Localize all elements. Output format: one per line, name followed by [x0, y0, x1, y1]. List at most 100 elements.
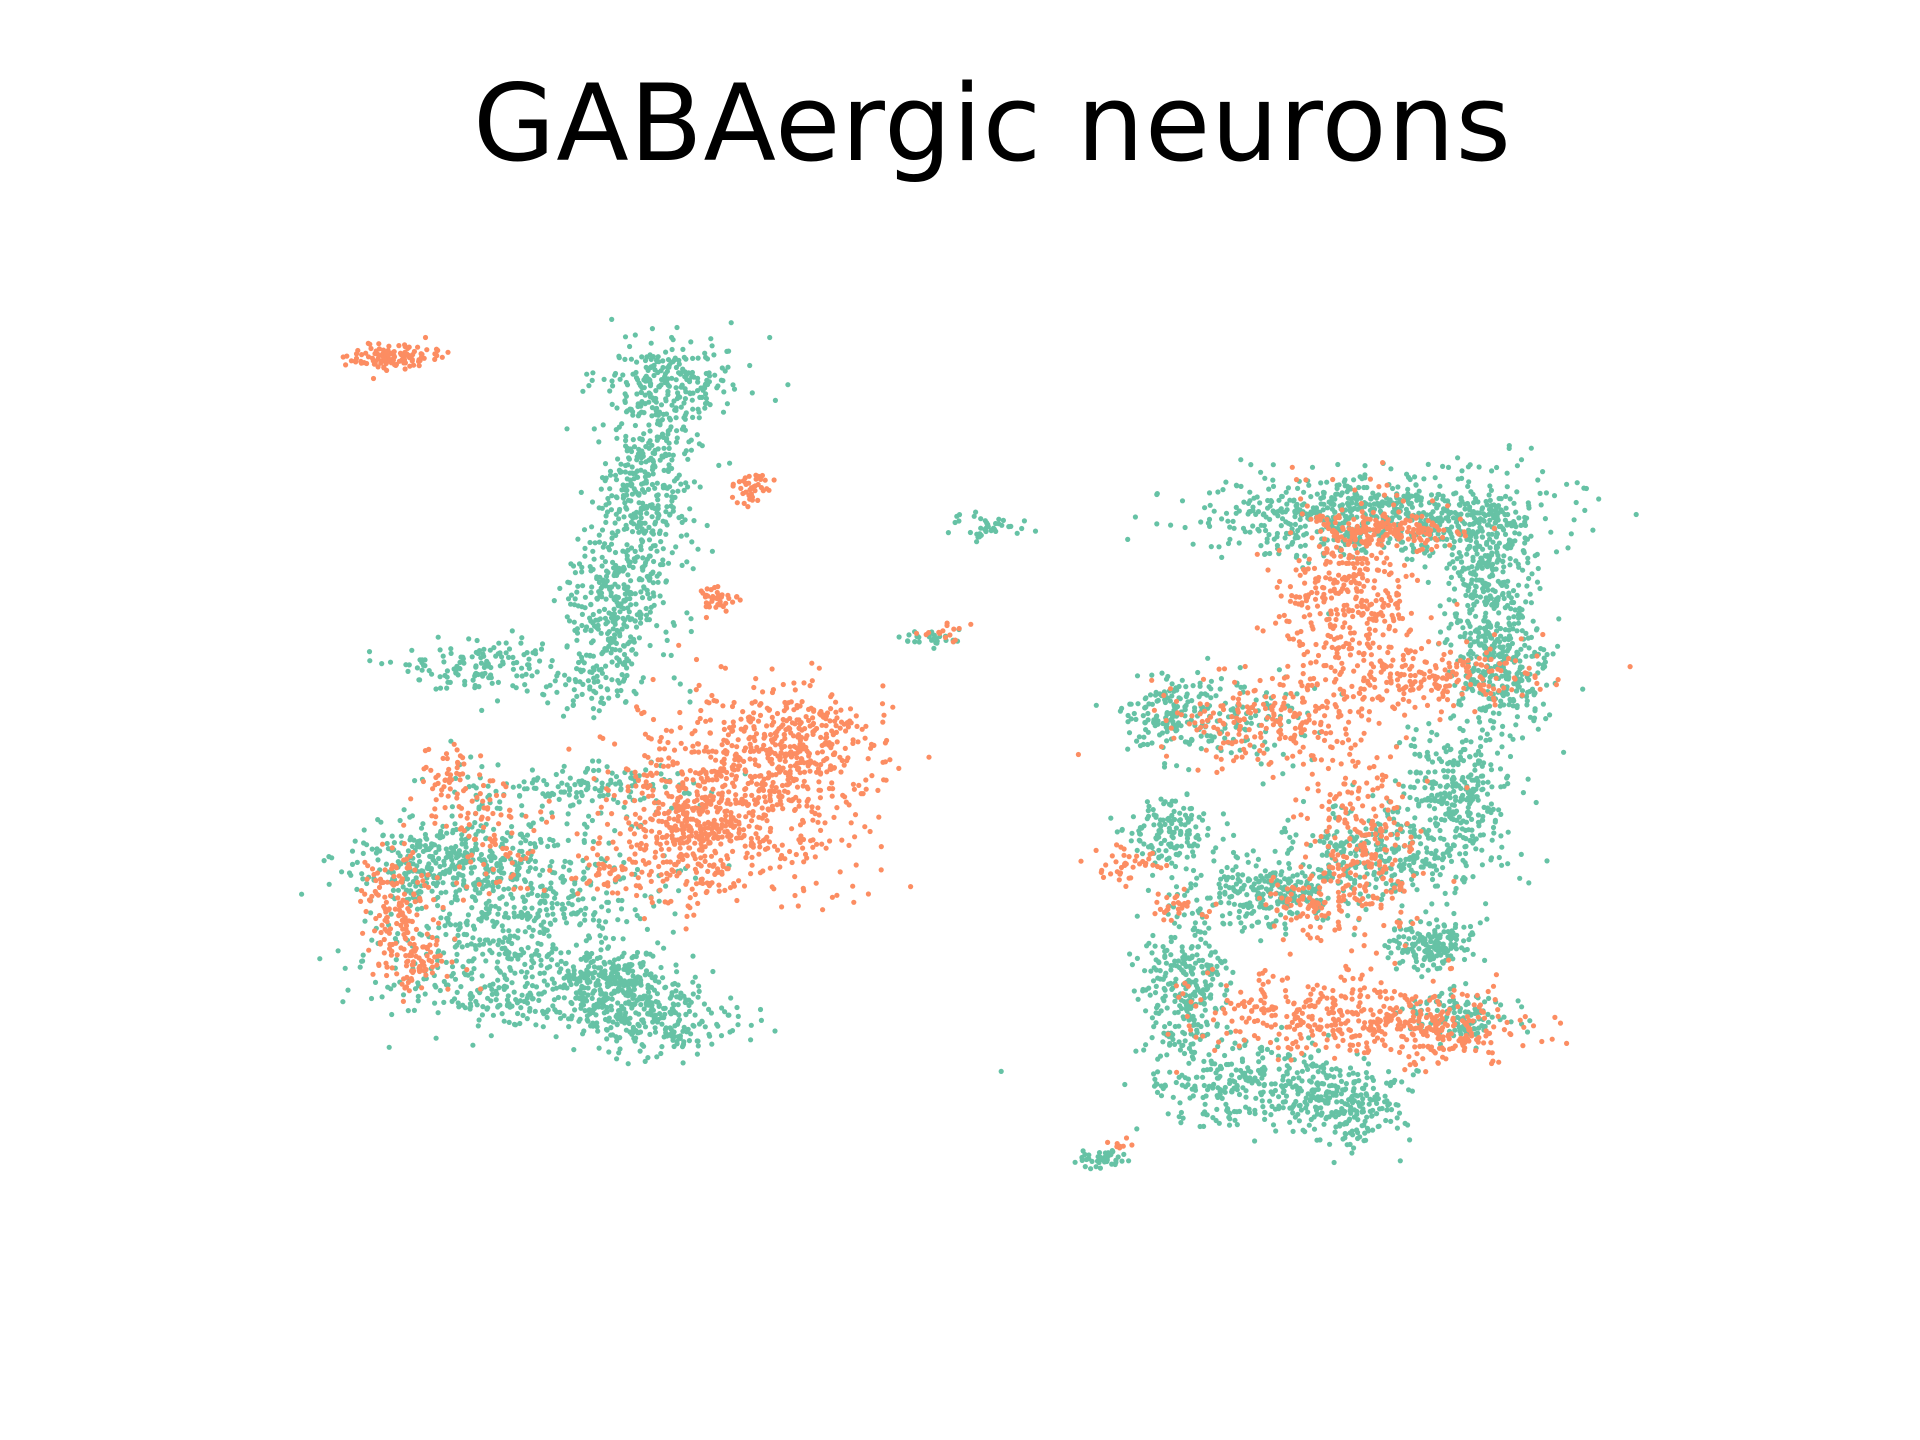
- scatter-point: [676, 361, 682, 367]
- scatter-point: [1463, 850, 1469, 857]
- scatter-point: [609, 996, 615, 1002]
- scatter-point: [1444, 849, 1450, 855]
- scatter-point: [595, 1004, 602, 1010]
- scatter-point: [596, 667, 603, 673]
- scatter-point: [694, 432, 700, 438]
- scatter-point: [1014, 530, 1020, 536]
- scatter-point: [430, 857, 436, 863]
- scatter-point: [616, 985, 622, 991]
- scatter-point: [496, 937, 502, 944]
- scatter-point: [408, 888, 414, 894]
- scatter-point: [348, 872, 354, 878]
- scatter-point: [435, 1010, 441, 1016]
- scatter-point: [1571, 517, 1577, 523]
- scatter-point: [467, 1001, 473, 1007]
- scatter-point: [648, 340, 654, 346]
- scatter-point: [1478, 743, 1484, 750]
- scatter-point: [1282, 829, 1289, 835]
- scatter-point: [1377, 853, 1384, 859]
- scatter-point: [1298, 543, 1304, 549]
- scatter-point: [584, 1013, 591, 1019]
- scatter-point: [623, 437, 629, 444]
- scatter-point: [1454, 556, 1460, 562]
- scatter-point: [1538, 502, 1544, 508]
- scatter-point: [654, 434, 660, 440]
- scatter-point: [1496, 807, 1502, 813]
- scatter-point: [690, 953, 696, 959]
- scatter-point: [669, 993, 675, 999]
- scatter-point: [522, 929, 528, 935]
- scatter-point: [401, 807, 407, 813]
- scatter-point: [474, 1002, 480, 1008]
- scatter-point: [641, 377, 647, 383]
- scatter-point: [1457, 618, 1464, 624]
- scatter-point: [605, 945, 611, 951]
- scatter-point: [419, 932, 425, 938]
- scatter-point: [419, 667, 425, 673]
- scatter-point: [585, 992, 591, 998]
- scatter-point: [1300, 798, 1307, 805]
- scatter-point: [1345, 913, 1351, 919]
- scatter-point: [1320, 489, 1326, 495]
- scatter-point: [585, 985, 591, 991]
- scatter-point: [1287, 834, 1293, 841]
- scatter-point: [574, 626, 581, 632]
- scatter-point: [896, 634, 902, 640]
- scatter-point: [491, 826, 497, 832]
- scatter-point: [681, 400, 687, 406]
- scatter-point: [691, 518, 697, 524]
- scatter-point: [560, 789, 567, 795]
- scatter-point: [1474, 551, 1480, 557]
- scatter-point: [485, 661, 491, 667]
- scatter-point: [708, 1010, 715, 1016]
- scatter-point: [549, 658, 555, 664]
- scatter-point: [397, 853, 403, 859]
- scatter-point: [488, 998, 494, 1004]
- scatter-point: [1405, 486, 1411, 492]
- scatter-point: [931, 635, 937, 641]
- scatter-point: [613, 640, 620, 647]
- scatter-point: [608, 1025, 614, 1031]
- scatter-point: [486, 675, 492, 681]
- scatter-point: [1484, 731, 1490, 737]
- scatter-point: [515, 928, 521, 934]
- scatter-point: [572, 570, 579, 576]
- scatter-point: [616, 467, 623, 473]
- scatter-point: [1483, 737, 1489, 743]
- scatter-point: [1446, 580, 1452, 587]
- scatter-point: [632, 907, 638, 913]
- scatter-point: [495, 977, 501, 983]
- scatter-point: [1286, 865, 1293, 871]
- scatter-point: [1405, 474, 1412, 480]
- scatter-point: [690, 414, 696, 420]
- scatter-point: [1261, 523, 1267, 529]
- scatter-point: [685, 484, 691, 490]
- scatter-point: [1525, 776, 1531, 782]
- scatter-point: [1442, 639, 1448, 646]
- scatter-point: [543, 684, 550, 690]
- scatter-point: [669, 334, 675, 341]
- scatter-point: [470, 1042, 476, 1048]
- scatter-point: [611, 596, 617, 602]
- scatter-point: [1510, 703, 1516, 709]
- scatter-point: [1433, 822, 1439, 828]
- scatter-point: [479, 1012, 485, 1018]
- scatter-point: [1422, 797, 1428, 803]
- scatter-point: [634, 949, 641, 956]
- scatter-point: [485, 783, 491, 789]
- scatter-point: [627, 596, 633, 602]
- scatter-point: [1257, 500, 1263, 506]
- scatter-point: [1526, 503, 1532, 509]
- scatter-point: [595, 678, 601, 685]
- scatter-point: [591, 426, 597, 432]
- scatter-point: [462, 1005, 468, 1011]
- scatter-point: [1501, 564, 1507, 570]
- scatter-point: [1476, 715, 1482, 721]
- scatter-point: [1441, 768, 1447, 774]
- scatter-point: [1467, 801, 1473, 807]
- scatter-point: [1272, 848, 1278, 854]
- scatter-point: [680, 346, 686, 352]
- scatter-point: [1444, 565, 1450, 571]
- scatter-point: [511, 1021, 518, 1027]
- scatter-point: [662, 1005, 668, 1011]
